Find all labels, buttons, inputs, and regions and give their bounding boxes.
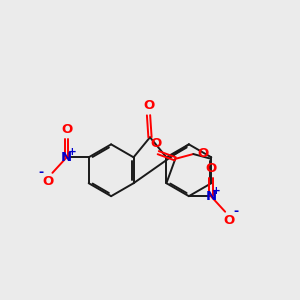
- Text: O: O: [143, 99, 154, 112]
- Text: O: O: [206, 162, 217, 175]
- Text: O: O: [224, 214, 235, 227]
- Text: N: N: [205, 190, 217, 203]
- Text: O: O: [150, 137, 161, 150]
- Text: +: +: [68, 147, 76, 157]
- Text: O: O: [61, 123, 73, 136]
- Text: +: +: [212, 186, 220, 196]
- Text: O: O: [197, 147, 208, 160]
- Text: O: O: [43, 175, 54, 188]
- Text: -: -: [234, 205, 239, 218]
- Text: N: N: [61, 151, 72, 164]
- Text: -: -: [39, 166, 44, 179]
